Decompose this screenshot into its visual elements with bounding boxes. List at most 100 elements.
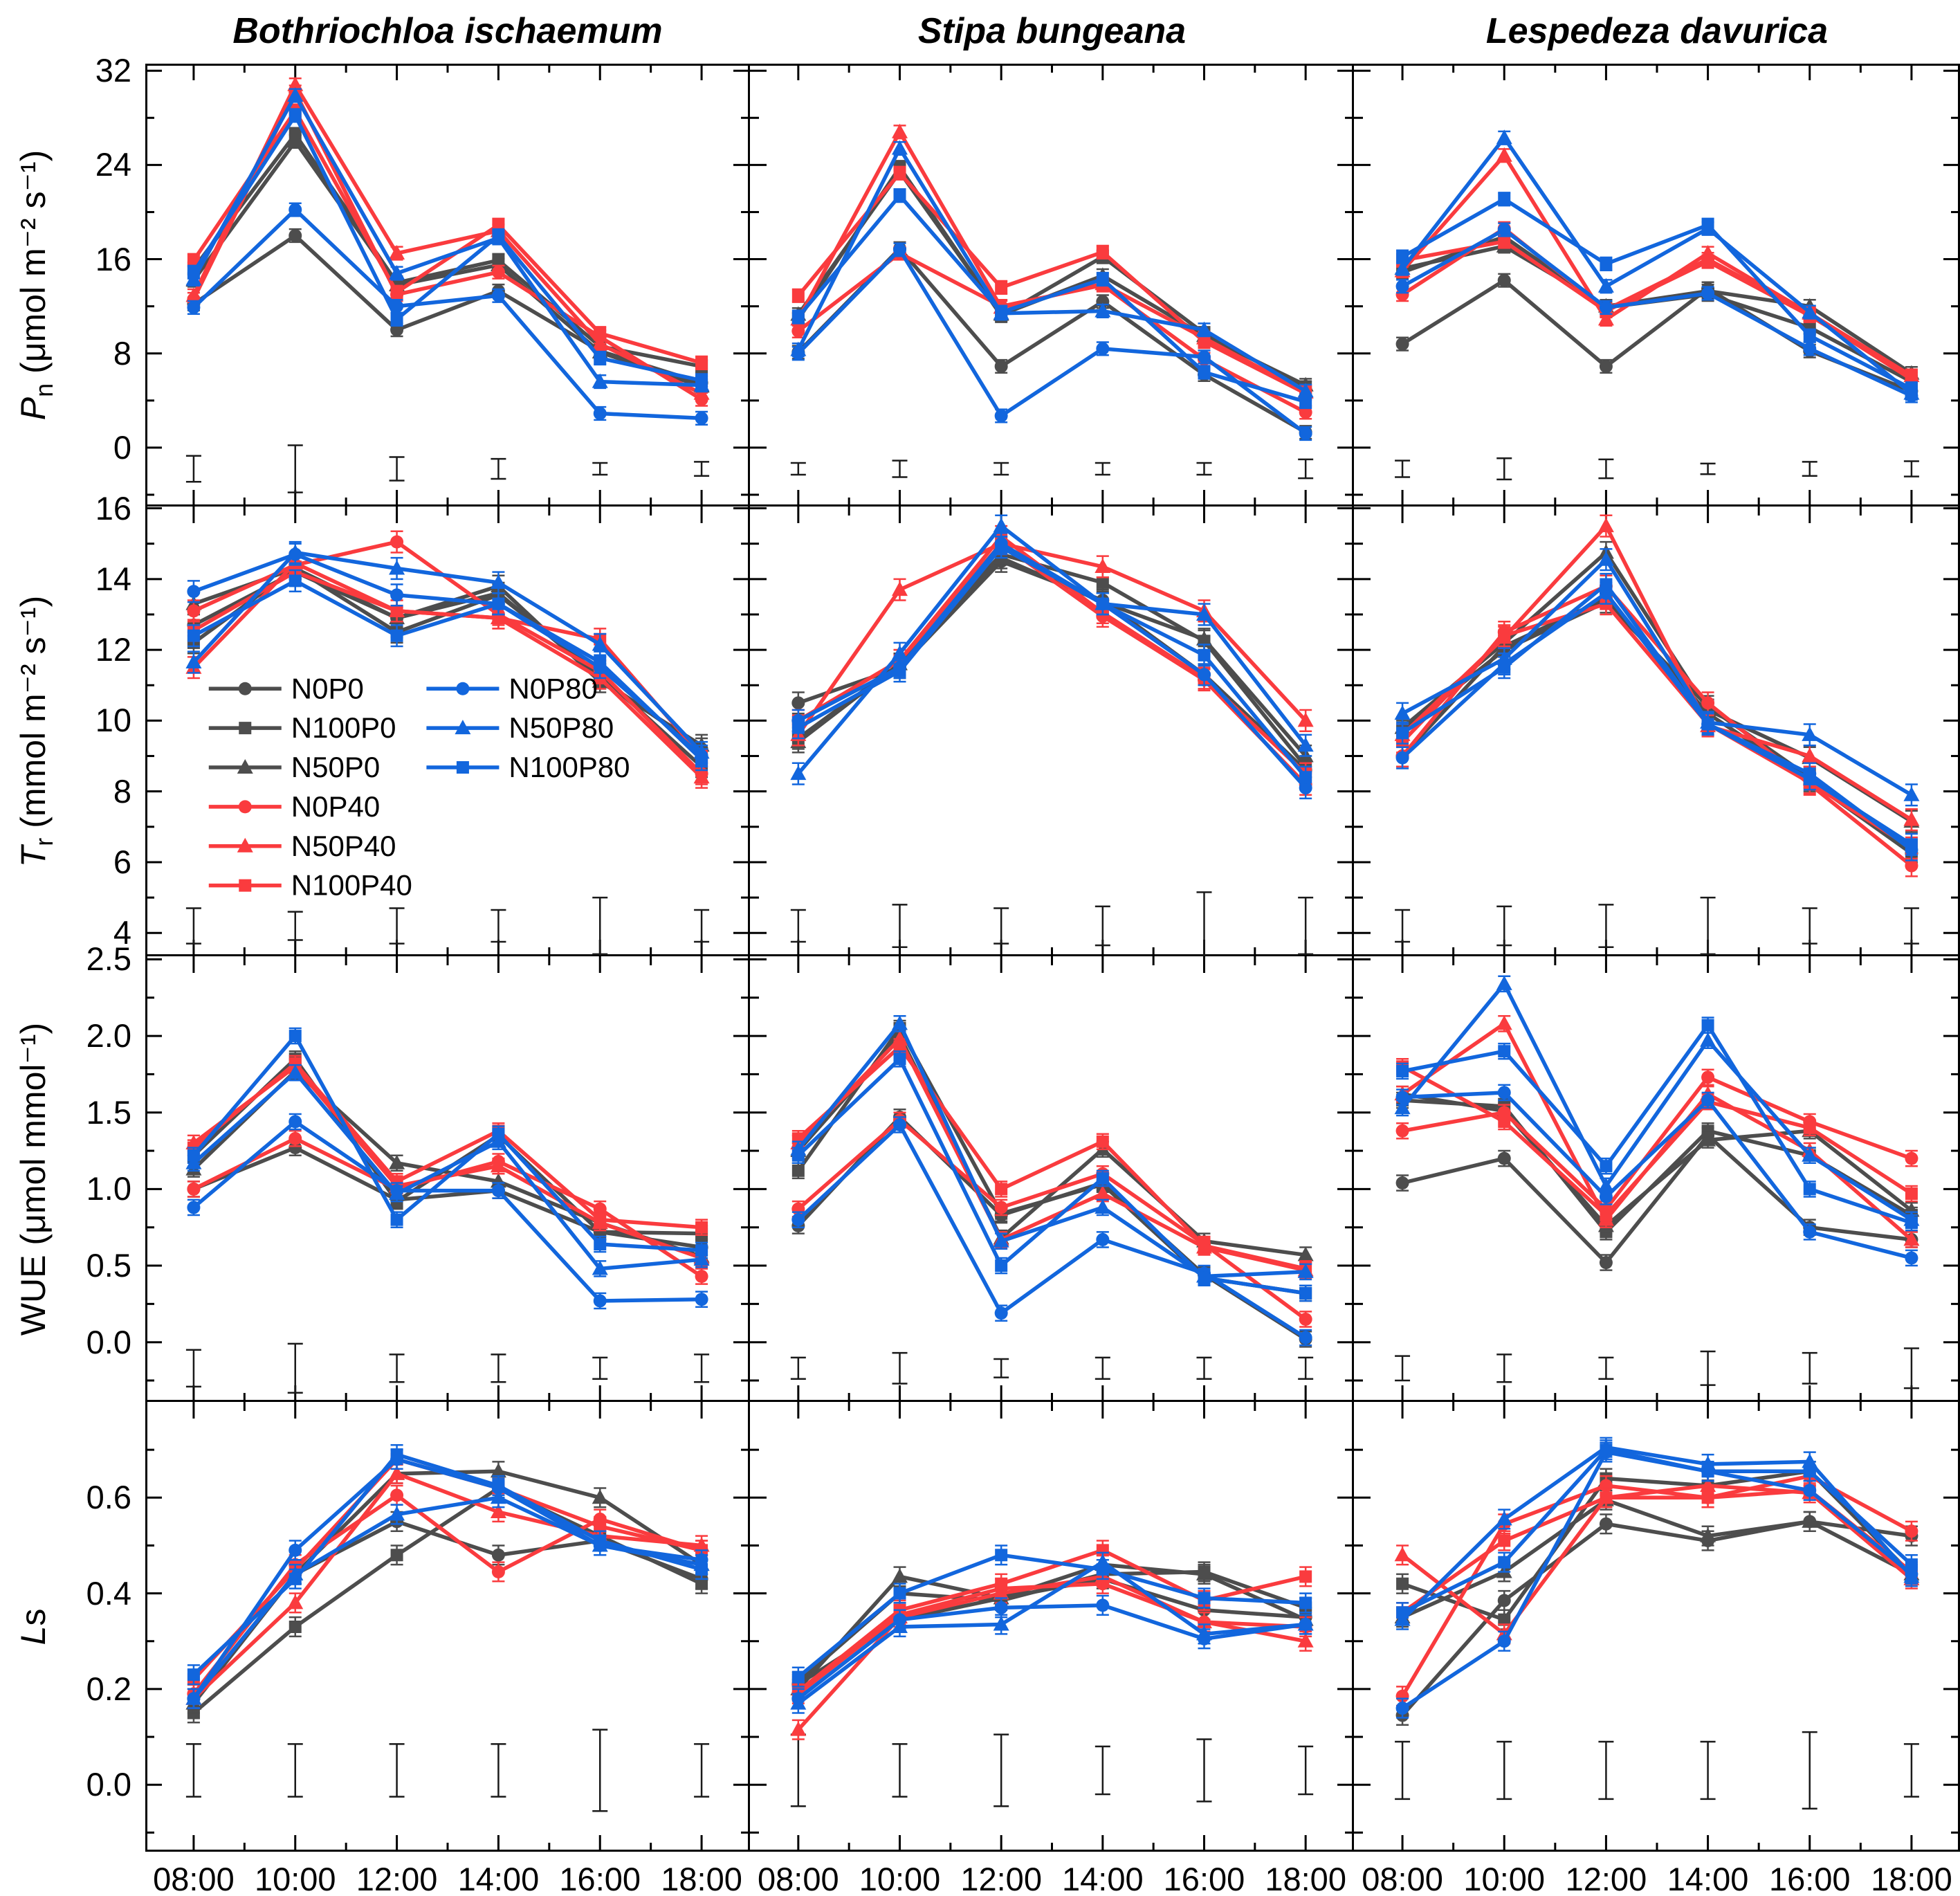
series-N50P80: [1394, 975, 1920, 1228]
y-tick-label: 0.0: [86, 1323, 131, 1360]
series-N100P40: [791, 1038, 1312, 1277]
chart-panel-ls-col2: [750, 1402, 1354, 1852]
x-tick-label: 18:00: [661, 1861, 742, 1896]
y-tick-label: 0.5: [86, 1247, 131, 1284]
series-N0P0: [791, 549, 1312, 782]
y-tick-label: 16: [95, 489, 131, 527]
axis-label-subscript: r: [30, 837, 58, 846]
chart-panel-tr-col3: [1354, 507, 1960, 956]
legend-label-N100P0: N100P0: [291, 711, 396, 744]
x-tick-label: 08:00: [758, 1861, 839, 1896]
legend-label-N50P0: N50P0: [291, 751, 380, 783]
y-tick-label: 8: [113, 772, 131, 810]
chart-panel-tr-col2: [750, 507, 1354, 956]
series-N0P40: [1395, 1068, 1918, 1218]
series-N100P80: [791, 536, 1312, 789]
series-N50P0: [185, 1461, 710, 1714]
series-N100P80: [1396, 1017, 1918, 1232]
y-tick-label: 16: [95, 240, 131, 277]
legend-label-N50P80: N50P80: [509, 711, 614, 744]
chart-panel-pn-col1: [145, 64, 750, 507]
series-N100P80: [1396, 572, 1918, 856]
y-tick-label: 6: [113, 843, 131, 880]
x-tick-label: 08:00: [153, 1861, 235, 1896]
series-N0P80: [791, 242, 1312, 441]
x-tick-label: 16:00: [1768, 1861, 1851, 1896]
series-N100P40: [187, 103, 708, 370]
series-N50P80: [185, 1064, 710, 1277]
series-N100P80: [791, 1544, 1312, 1688]
y-tick-label: 8: [113, 334, 131, 372]
series-N100P80: [1396, 192, 1918, 396]
x-tick-label: 10:00: [1463, 1861, 1546, 1896]
x-tick-label: 14:00: [1062, 1861, 1144, 1896]
axis-label-subscript: n: [30, 383, 58, 397]
series-N100P80: [187, 108, 708, 388]
y-tick-label: 0.0: [86, 1766, 131, 1803]
series-N50P80: [1394, 129, 1920, 401]
series-N0P40: [187, 1130, 708, 1285]
chart-panel-wue-col2: [750, 956, 1354, 1402]
y-tick-label: 0.6: [86, 1479, 131, 1516]
y-tick-label: 12: [95, 631, 131, 668]
series-N100P80: [791, 1050, 1312, 1302]
series-N100P80: [791, 188, 1312, 410]
x-tick-label: 12:00: [1565, 1861, 1647, 1896]
chart-panel-tr-col1: N0P0 N100P0 N50P0 N0P40 N50P40 N100P40 N0P80 N5…: [145, 507, 750, 956]
series-N100P80: [187, 1027, 708, 1259]
y-tick-label: 1.0: [86, 1170, 131, 1207]
x-tick-label: 16:00: [1163, 1861, 1245, 1896]
y-tick-label: 14: [95, 560, 131, 597]
series-N0P80: [187, 202, 708, 426]
chart-panel-wue-col3: [1354, 956, 1960, 1402]
y-tick-label: 24: [95, 146, 131, 183]
x-tick-label: 14:00: [457, 1861, 540, 1896]
axis-label-symbol: L: [14, 1625, 53, 1646]
series-N100P80: [1396, 1439, 1918, 1623]
y-axis-label-ls: Ls: [13, 1609, 59, 1646]
y-tick-label: 2.0: [86, 1017, 131, 1055]
legend-label-N100P40: N100P40: [291, 869, 412, 902]
x-tick-label: 18:00: [1265, 1861, 1346, 1896]
series-N0P80: [1395, 222, 1918, 403]
series-N0P80: [187, 1113, 708, 1310]
y-tick-label: 1.5: [86, 1093, 131, 1131]
chart-panel-ls-col3: [1354, 1402, 1960, 1852]
chart-panel-pn-col2: [750, 64, 1354, 507]
legend-label-N0P0: N0P0: [291, 672, 364, 704]
series-N50P40: [1394, 147, 1920, 383]
axis-label-symbol: P: [14, 396, 53, 421]
chart-panel-pn-col3: [1354, 64, 1960, 507]
column-title-bothriochloa: Bothriochloa ischaemum: [232, 11, 663, 51]
x-tick-label: 14:00: [1667, 1861, 1749, 1896]
series-N0P40: [187, 530, 708, 785]
x-tick-label: 18:00: [1871, 1861, 1952, 1896]
y-tick-label: 0.4: [86, 1574, 131, 1612]
series-N50P80: [1394, 548, 1920, 807]
x-tick-label: 10:00: [859, 1861, 941, 1896]
y-tick-label: 4: [113, 914, 131, 951]
x-tick-label: 10:00: [254, 1861, 336, 1896]
chart-panel-ls-col1: [145, 1402, 750, 1852]
series-N50P40: [185, 76, 710, 401]
legend-label-N100P80: N100P80: [509, 751, 630, 783]
series-N0P80: [187, 1448, 708, 1709]
series-N0P80: [791, 1116, 1312, 1347]
series-N0P0: [1395, 1511, 1918, 1726]
series-N0P80: [791, 532, 1312, 800]
y-axis-label-pn: Pn (μmol m⁻² s⁻¹): [13, 150, 59, 420]
series-N0P40: [1395, 574, 1918, 877]
chart-panel-wue-col1: [145, 956, 750, 1402]
series-N100P0: [1396, 1461, 1918, 1630]
x-tick-label: 12:00: [356, 1861, 438, 1896]
y-tick-label: 0.2: [86, 1670, 131, 1707]
y-tick-label: 32: [95, 52, 131, 89]
series-N0P80: [1395, 1084, 1918, 1267]
axis-label-units: s: [14, 1608, 53, 1626]
series-N50P40: [185, 1463, 710, 1709]
legend-label-N50P40: N50P40: [291, 830, 396, 862]
series-N100P40: [791, 165, 1312, 401]
x-tick-label: 12:00: [960, 1861, 1042, 1896]
y-tick-label: 10: [95, 702, 131, 739]
